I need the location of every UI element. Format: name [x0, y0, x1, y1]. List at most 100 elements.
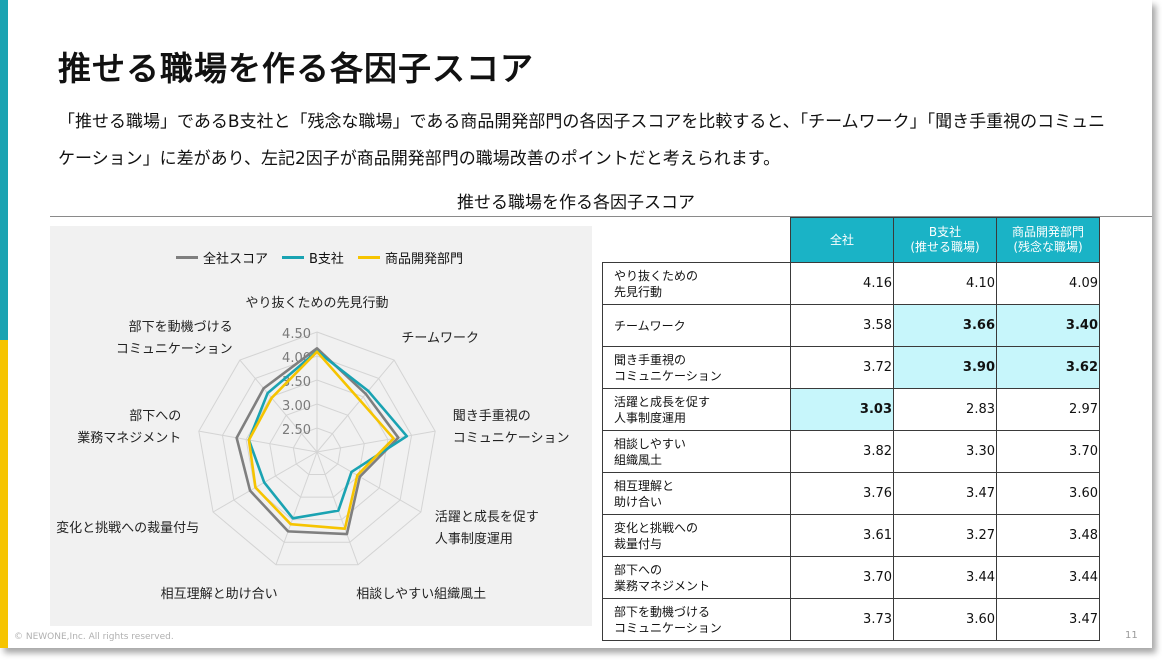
score-cell: 3.58	[790, 304, 894, 347]
legend-item-b-branch: B支社	[282, 248, 344, 267]
header-all-line1: 全社	[829, 232, 854, 247]
radar-spoke	[275, 451, 318, 565]
score-cell: 3.70	[996, 430, 1100, 473]
radar-spoke	[316, 430, 436, 453]
title-rule	[50, 216, 1152, 217]
accent-bar-yellow	[0, 340, 8, 648]
legend-swatch-all	[176, 256, 198, 259]
radar-grid-ring	[198, 331, 436, 566]
header-b-branch-line1: B支社	[928, 225, 962, 239]
table-row: チームワーク 3.58 3.66 3.40	[602, 304, 1100, 347]
row-label: 変化と挑戦への 裁量付与	[602, 514, 791, 557]
score-cell: 3.62	[996, 346, 1100, 389]
score-cell: 4.10	[893, 262, 997, 305]
chart-title: 推せる職場を作る各因子スコア	[457, 193, 695, 213]
legend-item-product-dev: 商品開発部門	[357, 248, 463, 267]
header-product-dev-line2: (残念な職場)	[1013, 240, 1083, 254]
score-cell: 3.44	[996, 556, 1100, 599]
score-cell: 3.90	[893, 346, 997, 389]
page-description: 「推せる職場」であるB支社と「残念な職場」である商品開発部門の各因子スコアを比較…	[58, 112, 1106, 169]
radar-axis-label: 業務マネジメント	[77, 430, 181, 446]
radar-series-line-0	[235, 347, 400, 536]
radar-axis-label: 人事制度運用	[435, 531, 513, 547]
radar-axis-label: 活躍と成長を促す	[435, 510, 539, 525]
radar-axis-label: やり抜くための先見行動	[245, 295, 388, 311]
score-cell: 3.61	[790, 514, 894, 557]
legend-label-product-dev: 商品開発部門	[384, 252, 463, 267]
radar-axis-label: 部下への	[129, 409, 181, 424]
score-cell: 4.16	[790, 262, 894, 305]
table-row: 部下を動機づける コミュニケーション 3.73 3.60 3.47	[602, 598, 1100, 641]
legend-swatch-product-dev	[357, 256, 380, 259]
table-body: やり抜くための 先見行動 4.16 4.10 4.09 チームワーク 3.58 3.66 3.…	[602, 262, 1100, 641]
score-cell: 3.47	[893, 472, 997, 515]
score-cell: 3.44	[893, 556, 997, 599]
legend-label-b-branch: B支社	[309, 252, 344, 267]
score-cell: 3.27	[893, 514, 997, 557]
radar-spoke	[316, 451, 422, 513]
score-cell: 3.70	[790, 556, 894, 599]
score-cell: 3.82	[790, 430, 894, 473]
radar-grid-ring	[221, 355, 413, 543]
radar-spoke	[198, 430, 318, 453]
row-label: 部下を動機づける コミュニケーション	[602, 598, 791, 641]
score-cell: 3.03	[790, 388, 894, 431]
radar-series-line-2	[247, 350, 395, 530]
radar-axis-label: コミュニケーション	[116, 342, 233, 357]
table-row: 相談しやすい 組織風土 3.82 3.30 3.70	[602, 430, 1100, 473]
score-cell: 3.66	[893, 304, 997, 347]
row-label: 聞き手重視の コミュニケーション	[602, 346, 791, 389]
radar-series-line-1	[247, 349, 409, 520]
table-header-row: 全社 B支社 (推せる職場) 商品開発部門 (残念な職場)	[602, 217, 1100, 263]
header-product-dev-line1: 商品開発部門	[1011, 225, 1084, 239]
radar-chart-panel: 2.50 3.00 3.50 4.00 4.50 やり抜くための先見行動 チームワーク 聞き手…	[50, 226, 592, 626]
chart-legend: 全社スコア B支社 商品開発部門	[176, 248, 463, 267]
row-label: やり抜くための 先見行動	[602, 262, 791, 305]
slide: 推せる職場を作る各因子スコア 「推せる職場」であるB支社と「残念な職場」である商…	[0, 0, 1152, 648]
score-cell: 3.76	[790, 472, 894, 515]
radar-spoke	[316, 359, 395, 453]
table-row: 変化と挑戦への 裁量付与 3.61 3.27 3.48	[602, 514, 1100, 557]
row-label: 活躍と成長を促す 人事制度運用	[602, 388, 791, 431]
row-label: 部下への 業務マネジメント	[602, 556, 791, 599]
radar-grid-ring	[269, 403, 365, 498]
score-cell: 4.09	[996, 262, 1100, 305]
row-label: 相互理解と 助け合い	[602, 472, 791, 515]
radar-axis-label: 部下を動機づける	[129, 320, 233, 335]
radar-axis-label: 変化と挑戦への裁量付与	[56, 520, 199, 536]
radar-chart: 2.503.003.504.004.50やり抜くための先見行動チームワーク聞き手…	[56, 295, 570, 602]
row-label: チームワーク	[602, 304, 791, 347]
copyright-footer: © NEWONE,Inc. All rights reserved.	[14, 632, 174, 642]
radar-axis-label: 相談しやすい組織風土	[356, 586, 486, 602]
score-table: 全社 B支社 (推せる職場) 商品開発部門 (残念な職場) やり抜くための 先見行動…	[602, 217, 1100, 641]
table-row: 活躍と成長を促す 人事制度運用 3.03 2.83 2.97	[602, 388, 1100, 431]
legend-label-all: 全社スコア	[203, 252, 269, 267]
score-cell: 3.48	[996, 514, 1100, 557]
radar-axis-label: 相互理解と助け合い	[161, 587, 278, 602]
table-header-product-dev: 商品開発部門 (残念な職場)	[996, 217, 1100, 263]
table-row: やり抜くための 先見行動 4.16 4.10 4.09	[602, 262, 1100, 305]
legend-swatch-b-branch	[282, 256, 305, 259]
score-cell: 3.72	[790, 346, 894, 389]
table-header-all: 全社	[790, 217, 894, 263]
page-number: 11	[1125, 630, 1138, 641]
header-b-branch-line2: (推せる職場)	[910, 240, 980, 254]
radar-axis-label: コミュニケーション	[453, 431, 570, 446]
table-row: 聞き手重視の コミュニケーション 3.72 3.90 3.62	[602, 346, 1100, 389]
score-cell: 2.97	[996, 388, 1100, 431]
radar-spoke	[316, 451, 359, 565]
score-cell: 3.60	[893, 598, 997, 641]
score-cell: 2.83	[893, 388, 997, 431]
score-cell: 3.60	[996, 472, 1100, 515]
score-cell: 3.47	[996, 598, 1100, 641]
radar-tick-label: 4.50	[282, 327, 311, 342]
score-cell: 3.40	[996, 304, 1100, 347]
score-cell: 3.73	[790, 598, 894, 641]
table-row: 相互理解と 助け合い 3.76 3.47 3.60	[602, 472, 1100, 515]
page-title: 推せる職場を作る各因子スコア	[58, 49, 534, 88]
score-cell: 3.30	[893, 430, 997, 473]
table-row: 部下への 業務マネジメント 3.70 3.44 3.44	[602, 556, 1100, 599]
table-header-blank	[602, 217, 791, 263]
radar-axis-label: チームワーク	[401, 331, 479, 346]
row-label: 相談しやすい 組織風土	[602, 430, 791, 473]
